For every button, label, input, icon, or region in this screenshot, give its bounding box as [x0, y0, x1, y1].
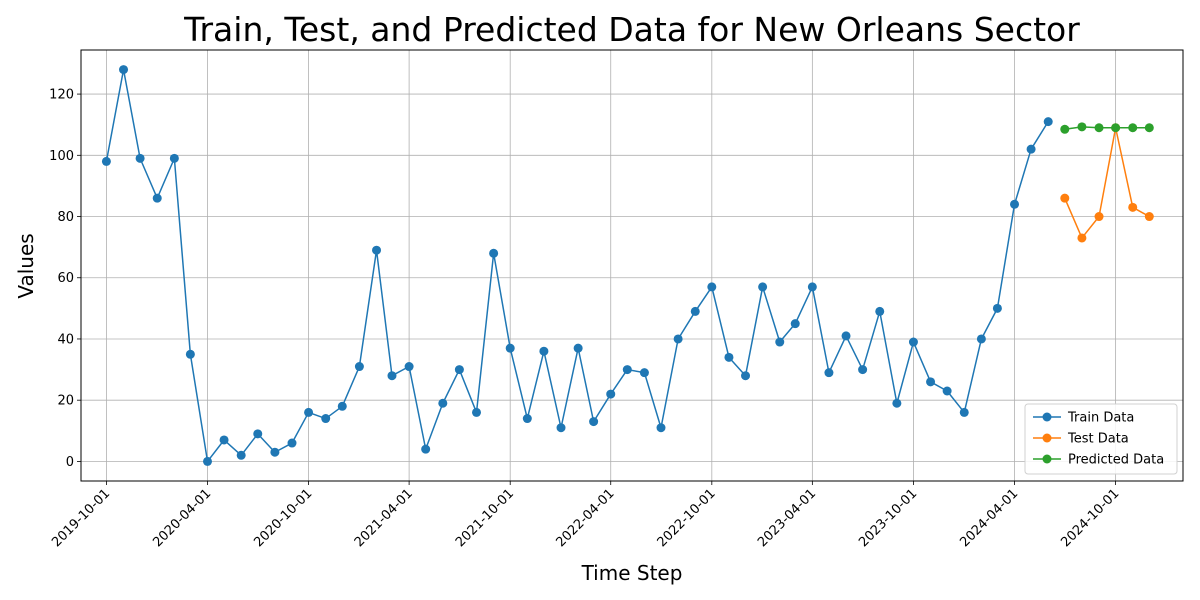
data-point [892, 398, 902, 408]
x-axis-label: Time Step [581, 561, 683, 585]
data-point [101, 156, 111, 166]
y-tick-label: 100 [49, 149, 74, 164]
data-point [775, 337, 785, 347]
data-point [622, 365, 632, 375]
data-point [573, 343, 583, 353]
data-point [976, 334, 986, 344]
data-point [841, 331, 851, 341]
data-point [387, 371, 397, 381]
y-tick-label: 60 [57, 271, 74, 286]
data-point [152, 193, 162, 203]
y-tick-label: 20 [57, 394, 74, 409]
data-point [1077, 122, 1087, 132]
data-point [253, 429, 263, 439]
data-point [270, 447, 280, 457]
data-point [1094, 123, 1104, 133]
data-point [589, 417, 599, 427]
data-point [438, 398, 448, 408]
data-point [875, 306, 885, 316]
data-point [1010, 199, 1020, 209]
y-tick-label: 0 [66, 455, 74, 470]
chart-title: Train, Test, and Predicted Data for New … [183, 10, 1080, 49]
data-point [1077, 233, 1087, 243]
data-point [807, 282, 817, 292]
data-point [1128, 202, 1138, 212]
data-point [942, 386, 952, 396]
data-point [959, 407, 969, 417]
data-point [119, 65, 129, 75]
data-point [321, 414, 331, 424]
legend-label: Predicted Data [1068, 453, 1164, 468]
data-point [758, 282, 768, 292]
data-point [505, 343, 515, 353]
data-point [185, 349, 195, 359]
data-point [1094, 212, 1104, 222]
data-point [724, 352, 734, 362]
data-point [202, 456, 212, 466]
legend-marker [1042, 412, 1052, 422]
data-point [1111, 123, 1121, 133]
series-train-data [101, 65, 1053, 466]
data-point [135, 153, 145, 163]
data-point [824, 368, 834, 378]
legend: Train Data Test Data Predicted Data [1024, 403, 1178, 475]
data-point [454, 365, 464, 375]
data-point [656, 423, 666, 433]
data-point [522, 414, 532, 424]
data-point [1043, 117, 1053, 127]
data-point [219, 435, 229, 445]
data-point [1128, 123, 1138, 133]
data-point [858, 365, 868, 375]
data-point [372, 245, 382, 255]
data-point [404, 362, 414, 372]
data-point [472, 407, 482, 417]
legend-label: Test Data [1067, 432, 1129, 447]
plot-area [101, 65, 1154, 466]
series-predicted-data [1060, 122, 1154, 134]
y-tick-label: 120 [49, 88, 74, 103]
data-point [1144, 212, 1154, 222]
data-point [354, 362, 364, 372]
data-point [673, 334, 683, 344]
data-point [992, 303, 1002, 313]
data-point [1060, 193, 1070, 203]
data-point [926, 377, 936, 387]
data-point [606, 389, 616, 399]
data-point [489, 248, 499, 258]
data-point [1060, 124, 1070, 134]
legend-item: Test Data [1033, 432, 1129, 447]
legend-box [1024, 403, 1178, 475]
y-tick-label: 40 [57, 332, 74, 347]
legend-item: Train Data [1033, 411, 1134, 426]
data-point [690, 306, 700, 316]
data-point [790, 319, 800, 329]
data-point [639, 368, 649, 378]
data-point [236, 450, 246, 460]
legend-marker [1042, 454, 1052, 464]
data-point [908, 337, 918, 347]
legend-marker [1042, 433, 1052, 443]
data-point [337, 401, 347, 411]
data-point [556, 423, 566, 433]
data-point [539, 346, 549, 356]
legend-label: Train Data [1067, 411, 1134, 426]
data-point [169, 153, 179, 163]
data-point [304, 407, 314, 417]
data-point [1144, 123, 1154, 133]
data-point [421, 444, 431, 454]
data-point [287, 438, 297, 448]
data-point [741, 371, 751, 381]
legend-item: Predicted Data [1033, 453, 1164, 468]
grid [81, 50, 1183, 481]
y-tick-label: 80 [57, 210, 74, 225]
data-point [707, 282, 717, 292]
data-point [1026, 144, 1036, 154]
axes-frame [80, 49, 1184, 482]
y-axis-label: Values [14, 233, 38, 298]
